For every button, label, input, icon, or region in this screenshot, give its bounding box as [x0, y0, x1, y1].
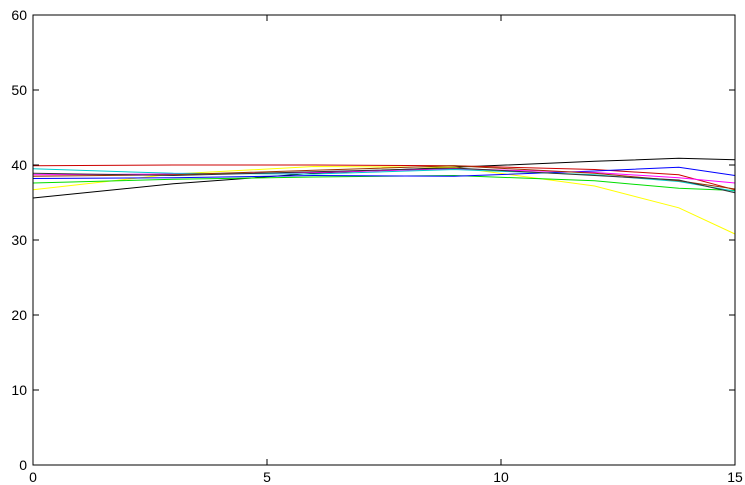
- y-tick-label: 10: [11, 382, 27, 398]
- x-tick-label: 15: [727, 469, 743, 485]
- series-line-4: [32, 174, 736, 191]
- series-layer: [32, 157, 736, 235]
- y-tick-label: 0: [19, 457, 27, 473]
- y-tick-label: 30: [11, 232, 27, 248]
- plot-frame: [32, 14, 736, 466]
- y-tick-label: 20: [11, 307, 27, 323]
- series-line-5: [32, 166, 736, 179]
- x-tick-label: 10: [493, 469, 509, 485]
- x-tick-label: 5: [263, 469, 271, 485]
- y-tick-label: 60: [11, 7, 27, 23]
- x-tick-label: 0: [29, 469, 37, 485]
- y-tick-label: 50: [11, 82, 27, 98]
- series-line-8: [32, 165, 736, 190]
- series-line-7: [32, 168, 736, 192]
- axis-layer: 0 5 10 15 0 10 20 30 40 50 60: [11, 7, 743, 485]
- series-line-9: [32, 167, 736, 194]
- y-tick-label: 40: [11, 157, 27, 173]
- series-line-6: [32, 168, 736, 184]
